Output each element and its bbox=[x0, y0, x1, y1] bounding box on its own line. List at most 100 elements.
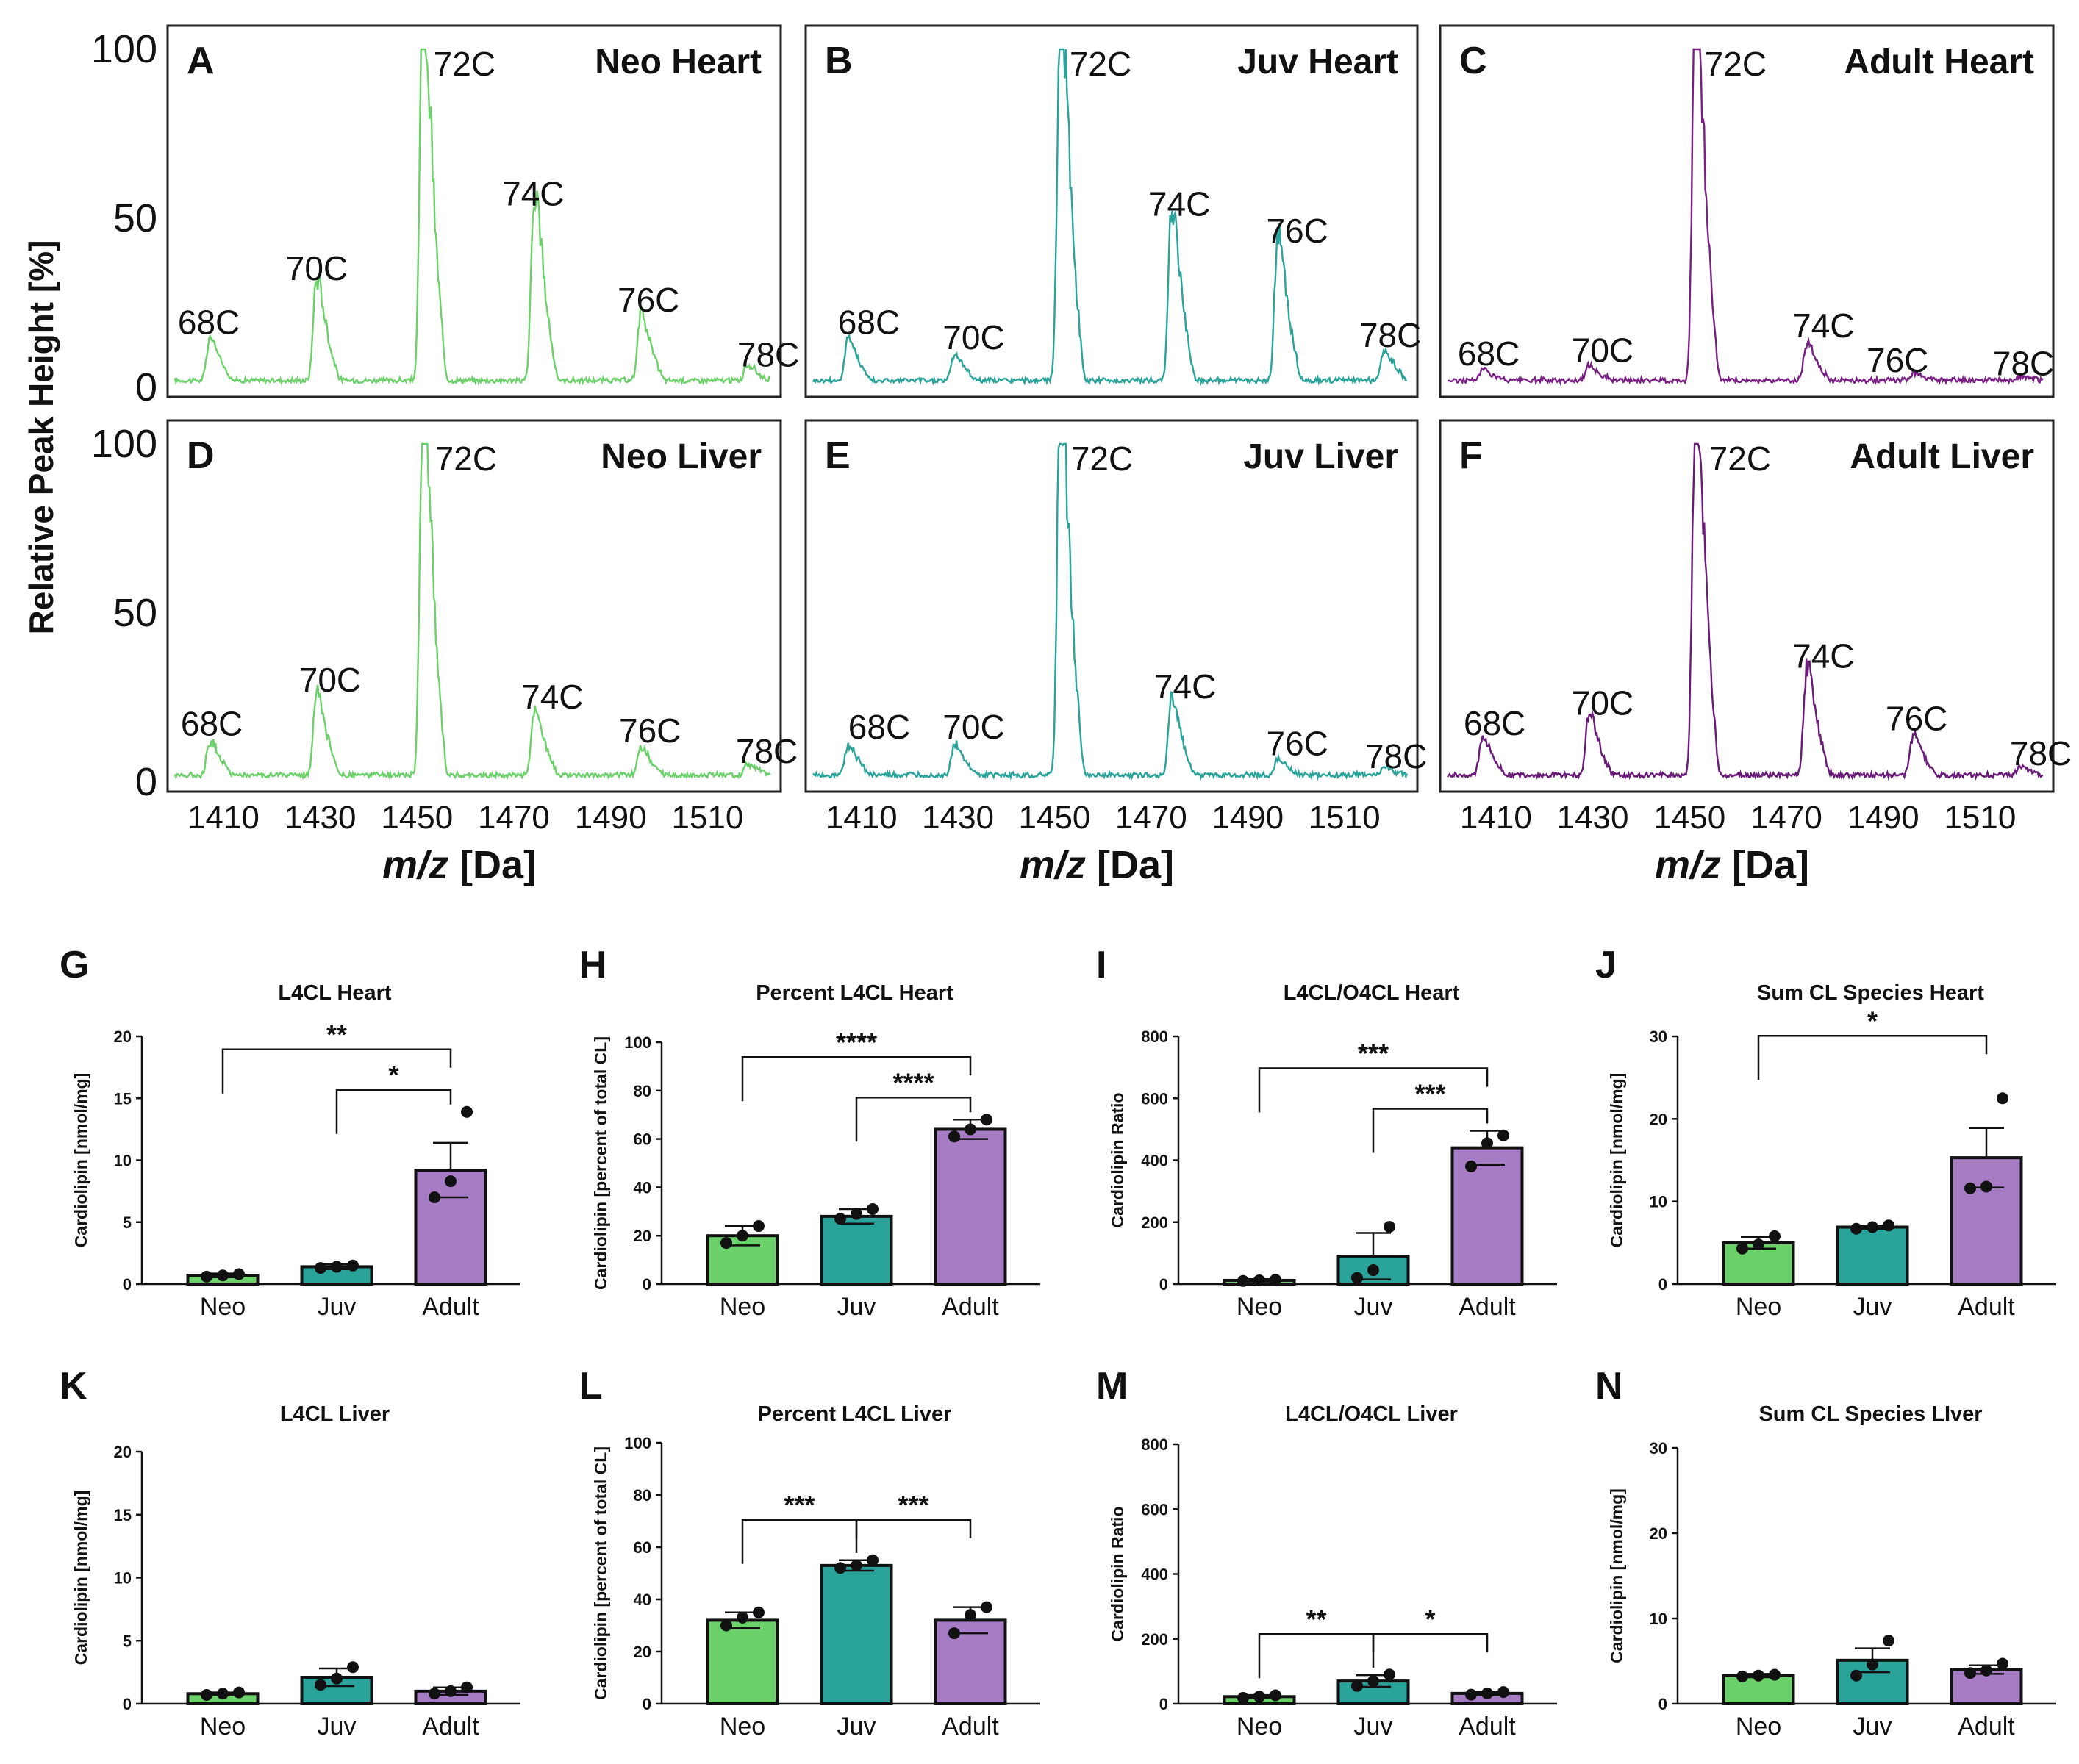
data-point bbox=[1883, 1635, 1894, 1647]
y-tick-label: 100 bbox=[624, 1434, 651, 1452]
chart-title: Percent L4CL Liver bbox=[758, 1402, 952, 1426]
peak-label-78C: 78C bbox=[736, 732, 798, 770]
data-point bbox=[1351, 1679, 1363, 1692]
significance-bracket bbox=[1258, 1633, 1375, 1679]
peak-label-68C: 68C bbox=[1458, 334, 1520, 373]
category-label: Juv bbox=[318, 1713, 357, 1740]
data-point bbox=[233, 1268, 245, 1280]
data-point bbox=[737, 1611, 748, 1624]
chart-title: Sum CL Species Heart bbox=[1757, 981, 1984, 1005]
bar-juv bbox=[300, 1675, 373, 1706]
peak-label-74C: 74C bbox=[1792, 637, 1854, 675]
peak-label-78C: 78C bbox=[1359, 316, 1421, 354]
category-label: Adult bbox=[1459, 1293, 1516, 1321]
x-tick-label: 1450 bbox=[381, 800, 453, 836]
x-tick-label: 1470 bbox=[1750, 800, 1822, 836]
significance-bracket bbox=[741, 1519, 858, 1564]
spectrum-panel-A: A Neo Heart 68C 70C 72C 74C 76C 78C 0 50 100 bbox=[91, 24, 799, 409]
peak-label-72C: 72C bbox=[1705, 45, 1767, 83]
bar-chart-K: K L4CL Liver Cardiolipin [nmol/mg] 0 5 10 15 20… bbox=[60, 1365, 520, 1740]
peak-label-76C: 76C bbox=[619, 711, 681, 750]
data-point bbox=[331, 1261, 343, 1273]
panel-letter: J bbox=[1595, 944, 1617, 986]
y-tick-label: 10 bbox=[114, 1569, 132, 1588]
category-label: Adult bbox=[942, 1713, 999, 1740]
y-tick-label: 400 bbox=[1141, 1566, 1168, 1584]
bar-juv bbox=[820, 1214, 893, 1286]
y-tick-label: 0 bbox=[1658, 1695, 1667, 1713]
panel-frame bbox=[804, 24, 1419, 398]
peak-label-72C: 72C bbox=[1709, 440, 1771, 478]
chart-title: L4CL/O4CL Liver bbox=[1285, 1402, 1458, 1426]
data-point bbox=[217, 1688, 229, 1700]
data-point bbox=[429, 1688, 440, 1700]
chart-title: Percent L4CL Heart bbox=[756, 981, 953, 1005]
data-point bbox=[1237, 1274, 1249, 1287]
data-point bbox=[965, 1609, 976, 1621]
category-label: Adult bbox=[1459, 1713, 1516, 1740]
peak-label-72C: 72C bbox=[1071, 440, 1133, 478]
panel-letter: I bbox=[1096, 944, 1106, 986]
data-point bbox=[867, 1554, 879, 1566]
significance-label: ** bbox=[1306, 1604, 1326, 1634]
x-tick-label: 1430 bbox=[285, 800, 357, 836]
y-tick-label: 40 bbox=[634, 1591, 651, 1609]
y-tick-label: 0 bbox=[1159, 1695, 1168, 1713]
significance-bracket bbox=[1372, 1108, 1489, 1153]
significance-label: **** bbox=[892, 1067, 934, 1097]
peak-label-68C: 68C bbox=[848, 708, 910, 746]
data-point bbox=[1481, 1137, 1493, 1150]
data-point bbox=[1736, 1670, 1748, 1682]
y-axis-label: Cardiolipin [percent of total CL] bbox=[591, 1446, 610, 1700]
spectrum-line bbox=[1447, 48, 2044, 387]
significance-label: *** bbox=[898, 1490, 928, 1520]
x-tick-label: 1450 bbox=[1653, 800, 1725, 836]
peak-label-68C: 68C bbox=[1464, 704, 1525, 742]
significance-bracket bbox=[1372, 1633, 1489, 1668]
y-axis-label: Cardiolipin Ratio bbox=[1108, 1093, 1127, 1228]
y-tick-label: 600 bbox=[1141, 1089, 1168, 1108]
data-point bbox=[1253, 1690, 1265, 1703]
data-point bbox=[834, 1213, 846, 1225]
data-point bbox=[445, 1175, 457, 1188]
significance-bracket bbox=[221, 1048, 452, 1094]
peak-label-76C: 76C bbox=[1867, 341, 1928, 379]
data-point bbox=[1736, 1242, 1748, 1255]
peak-label-74C: 74C bbox=[521, 678, 583, 716]
data-point bbox=[720, 1237, 732, 1250]
x-tick-label: 1410 bbox=[187, 800, 260, 836]
spectrum-panel-D: D Neo Liver 68C 70C 72C 74C 76C 78C 0 50 100 1410 14… bbox=[91, 419, 798, 887]
panel-letter: G bbox=[60, 944, 89, 986]
panel-letter: K bbox=[60, 1365, 87, 1408]
peak-label-68C: 68C bbox=[181, 705, 243, 743]
y-tick-label: 80 bbox=[634, 1082, 651, 1100]
y-axis-label: Cardiolipin [nmol/mg] bbox=[71, 1491, 90, 1666]
bar-chart-M: M L4CL/O4CL Liver Cardiolipin Ratio 0 200 400… bbox=[1096, 1365, 1557, 1740]
spectrum-panel-E: E Juv Liver 68C 70C 72C 74C 76C 78C 1410 1430 1450… bbox=[804, 419, 1427, 887]
data-point bbox=[1465, 1688, 1477, 1701]
data-point bbox=[965, 1123, 976, 1136]
data-point bbox=[1497, 1686, 1509, 1699]
data-point bbox=[1769, 1230, 1781, 1242]
panel-title: Adult Heart bbox=[1844, 43, 2034, 82]
y-tick-label: 800 bbox=[1141, 1435, 1168, 1454]
data-point bbox=[720, 1619, 732, 1632]
data-point bbox=[1997, 1657, 2008, 1670]
data-point bbox=[331, 1672, 343, 1685]
x-axis-label: m/z [Da] bbox=[1655, 843, 1809, 887]
y-tick-label: 20 bbox=[634, 1227, 651, 1245]
y-tick-label: 15 bbox=[114, 1506, 132, 1524]
data-point bbox=[315, 1679, 326, 1691]
data-point bbox=[1384, 1221, 1395, 1233]
y-tick-label: 5 bbox=[123, 1213, 132, 1232]
category-label: Neo bbox=[1237, 1713, 1282, 1740]
panel-letter: M bbox=[1096, 1365, 1128, 1408]
chart-title: L4CL Heart bbox=[278, 981, 392, 1005]
chart-title: L4CL Liver bbox=[280, 1402, 390, 1426]
data-point bbox=[461, 1105, 473, 1118]
peak-label-72C: 72C bbox=[1070, 45, 1131, 83]
y-tick-label: 0 bbox=[643, 1695, 651, 1713]
x-tick-label: 1490 bbox=[1212, 800, 1284, 836]
data-point bbox=[1850, 1669, 1862, 1682]
